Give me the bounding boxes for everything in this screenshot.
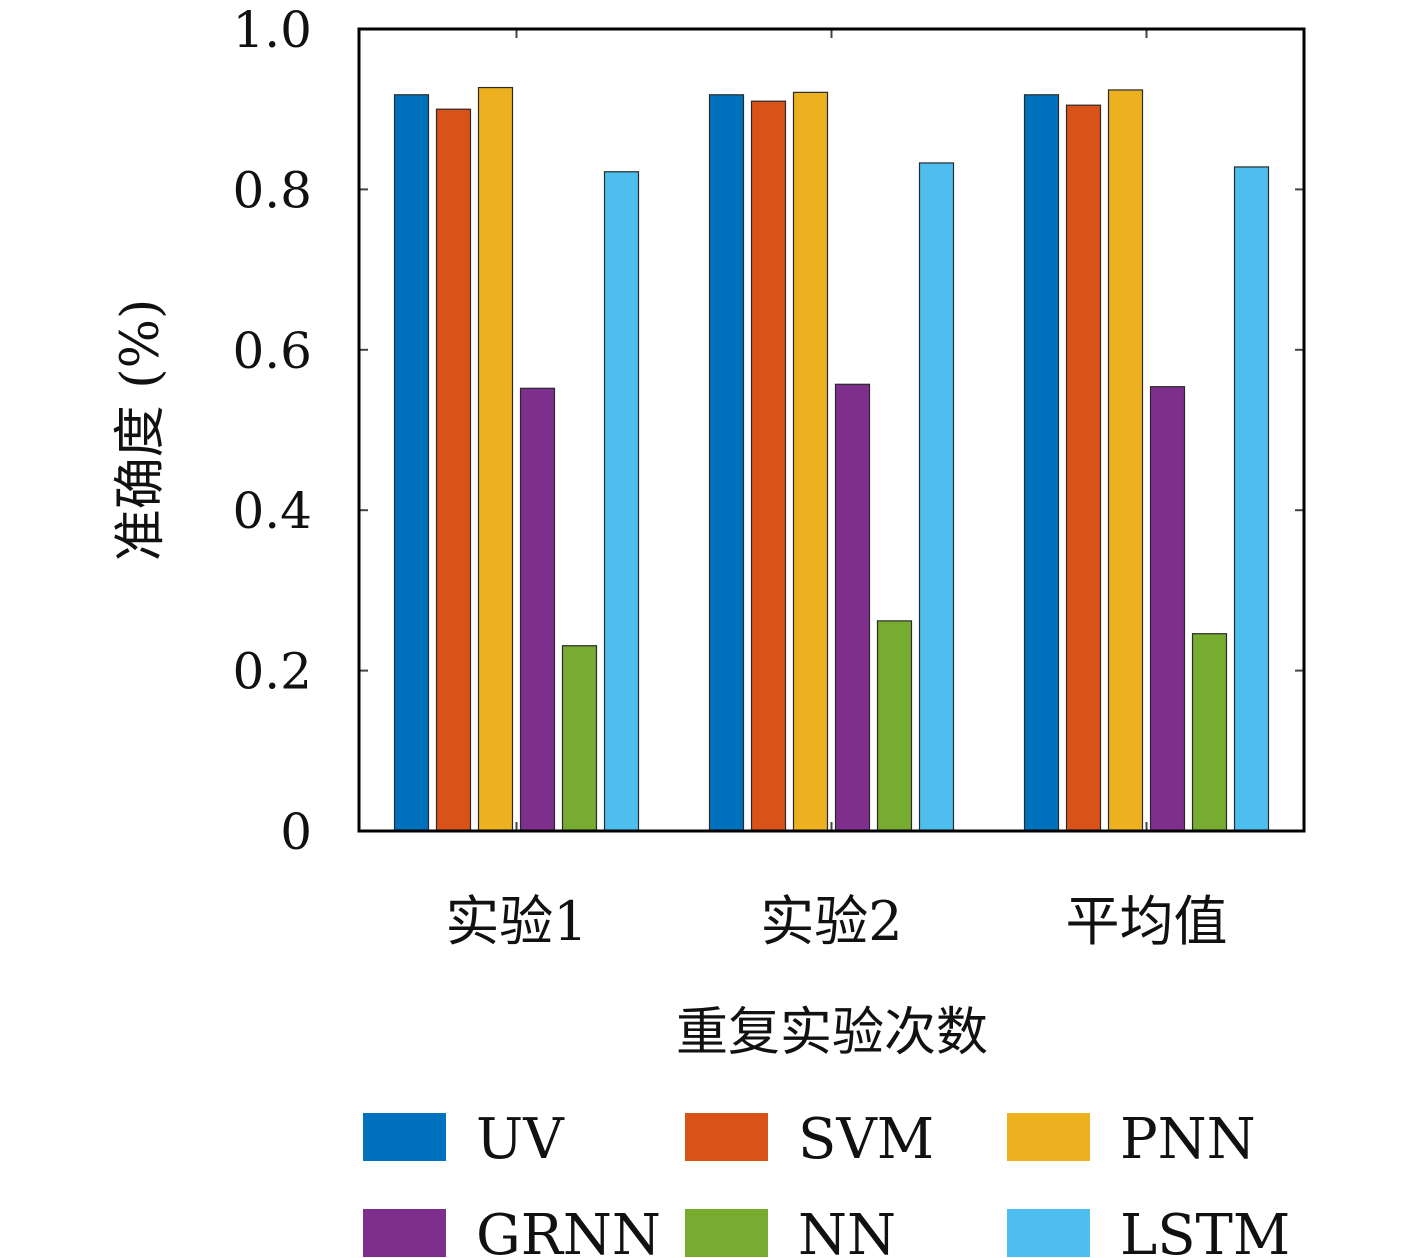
y-tick-label: 0.4 [232,482,312,540]
bar-uv-2 [708,94,745,832]
bar-lstm-2 [918,162,955,832]
bar-svm-2 [750,100,787,832]
legend-label-nn: NN [798,1203,896,1258]
bar-nn-2 [876,620,913,832]
y-tick-label: 0.6 [232,322,312,380]
bar-grnn-2 [834,383,871,832]
legend-label-uv: UV [476,1107,565,1172]
bar-svm-3 [1065,104,1102,832]
y-tick-label: 0.8 [232,161,312,219]
legend-label-lstm: LSTM [1120,1203,1290,1258]
bar-grnn-1 [519,387,556,832]
x-category-label: 实验2 [760,890,902,953]
legend-label-grnn: GRNN [476,1203,661,1258]
bar-uv-3 [1023,94,1060,832]
x-axis: 实验1 实验2 平均值 [445,29,1228,953]
bar-uv-1 [393,94,430,832]
legend-swatch-lstm [1007,1209,1090,1257]
legend: UV SVM PNN GRNN NN LSTM [363,1107,1290,1258]
bar-lstm-1 [603,171,640,832]
x-category-label: 实验1 [445,890,587,953]
bar-lstm-3 [1233,166,1270,832]
bars-group [393,86,1270,832]
bar-nn-1 [561,645,598,832]
bar-pnn-2 [792,91,829,832]
bar-svm-1 [435,108,472,832]
bar-nn-3 [1191,633,1228,832]
bar-pnn-3 [1107,89,1144,832]
y-axis: 0 0.2 0.4 0.6 0.8 1.0 [232,1,1304,861]
legend-swatch-grnn [363,1209,446,1257]
y-tick-label: 1.0 [232,1,312,59]
legend-swatch-svm [685,1113,768,1161]
legend-label-svm: SVM [798,1107,934,1172]
legend-swatch-uv [363,1113,446,1161]
y-tick-label: 0.2 [232,643,312,701]
x-axis-title: 重复实验次数 [676,1003,988,1063]
legend-swatch-nn [685,1209,768,1257]
bar-grnn-3 [1149,386,1186,832]
legend-swatch-pnn [1007,1113,1090,1161]
x-category-label: 平均值 [1066,890,1228,953]
legend-label-pnn: PNN [1120,1107,1256,1172]
y-axis-title: 准确度 (%) [111,299,171,562]
y-tick-label: 0 [280,803,312,861]
bar-pnn-1 [477,86,514,832]
plot-frame [357,27,1306,833]
